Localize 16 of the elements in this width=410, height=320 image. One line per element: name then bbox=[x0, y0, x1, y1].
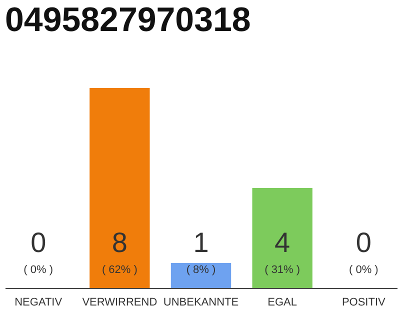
data-label: 0 bbox=[356, 227, 372, 258]
x-tick-label: POSITIV bbox=[342, 296, 386, 308]
x-tick-label: UNBEKANNTE bbox=[163, 296, 239, 308]
data-label: 1 bbox=[193, 227, 209, 258]
annotation: ( 31% ) bbox=[264, 264, 300, 276]
x-tick-label: EGAL bbox=[268, 296, 298, 308]
x-tick-label: VERWIRREND bbox=[82, 296, 158, 308]
annotation: ( 62% ) bbox=[102, 264, 138, 276]
data-label: 8 bbox=[112, 227, 128, 258]
data-label: 4 bbox=[274, 227, 290, 258]
chart-title: 0495827970318 bbox=[5, 1, 251, 39]
annotation: ( 0% ) bbox=[348, 264, 378, 276]
annotation: ( 8% ) bbox=[186, 264, 216, 276]
x-tick-label: NEGATIV bbox=[14, 296, 63, 308]
annotation: ( 0% ) bbox=[24, 264, 54, 276]
data-label: 0 bbox=[30, 227, 46, 258]
